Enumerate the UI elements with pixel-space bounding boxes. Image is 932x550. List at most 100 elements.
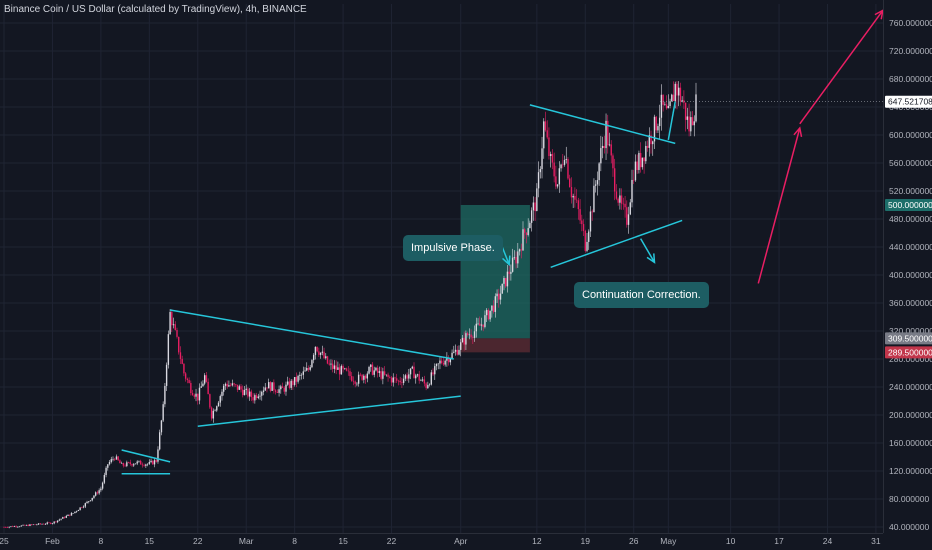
candle-body <box>307 368 310 370</box>
candle-body <box>157 449 159 462</box>
x-tick-label: 19 <box>581 536 591 546</box>
trendline[interactable] <box>667 101 676 141</box>
arrow-head[interactable] <box>793 126 803 137</box>
trendline[interactable] <box>550 219 683 269</box>
candle-body <box>652 141 654 145</box>
candle-body <box>89 500 92 502</box>
trendline[interactable] <box>121 449 171 463</box>
candle-body <box>141 464 144 466</box>
candle-body <box>22 524 24 526</box>
trendline[interactable] <box>197 395 461 427</box>
candle-body <box>686 116 689 120</box>
candle-body <box>513 257 516 258</box>
candle-body <box>574 195 576 200</box>
drawings[interactable] <box>121 9 884 475</box>
candle-body <box>653 116 656 142</box>
candle-body <box>67 514 69 516</box>
candle-body <box>532 202 535 211</box>
candle-body <box>598 163 600 181</box>
candle-body <box>58 519 61 521</box>
candle-body <box>527 228 529 235</box>
candle-body <box>610 144 612 156</box>
candle-body <box>345 368 348 371</box>
candle-body <box>674 83 676 102</box>
candle-body <box>356 383 358 385</box>
candle-body <box>221 391 223 397</box>
candle-body <box>541 148 543 170</box>
candle-body <box>115 456 118 460</box>
arrow-line[interactable] <box>639 238 656 263</box>
candle-body <box>205 375 208 382</box>
candle-body <box>155 460 157 462</box>
candle-body <box>98 490 100 494</box>
candle-body <box>684 102 687 120</box>
arrow-line[interactable] <box>757 127 801 284</box>
candle-body <box>48 522 50 524</box>
candle-body <box>402 378 405 383</box>
candle-body <box>671 94 673 102</box>
candle-body <box>342 365 344 369</box>
candle-body <box>498 293 500 300</box>
candle-body <box>480 324 483 326</box>
candle-body <box>577 200 580 210</box>
candle-body <box>434 366 436 375</box>
impulsive-phase-callout[interactable]: Impulsive Phase. <box>403 235 503 261</box>
candle-body <box>427 385 429 389</box>
candle-body <box>77 509 80 512</box>
trendline[interactable] <box>529 104 676 145</box>
candle-body <box>411 366 413 369</box>
arrow-head[interactable] <box>874 9 884 20</box>
candle-body <box>326 356 329 364</box>
candle-body <box>351 376 353 381</box>
arrow-head[interactable] <box>502 255 511 267</box>
candle-body <box>645 145 647 162</box>
y-tick-label: 760.000000 <box>889 18 932 28</box>
candle-body <box>404 375 407 379</box>
candle-body <box>579 209 581 221</box>
candle-body <box>271 382 273 391</box>
candle-body <box>615 191 618 199</box>
candle-body <box>375 367 377 371</box>
candle-body <box>112 459 114 460</box>
candle-body <box>537 172 540 189</box>
candle-body <box>228 385 230 387</box>
candle-body <box>518 249 521 252</box>
arrow-line[interactable] <box>799 9 884 125</box>
candle-body <box>349 371 351 377</box>
x-tick-label: 15 <box>338 536 348 546</box>
candle-body <box>340 365 343 375</box>
candle-body <box>108 461 111 465</box>
candle-body <box>51 523 54 524</box>
candle-body <box>603 145 606 149</box>
candle-body <box>565 158 567 160</box>
candle-body <box>193 395 195 397</box>
y-tick-label: 400.000000 <box>889 270 932 280</box>
candle-body <box>164 385 166 405</box>
candle-body <box>105 467 107 475</box>
impulse-target-box <box>460 205 530 339</box>
x-tick-label: 26 <box>629 536 639 546</box>
candle-body <box>145 464 147 466</box>
arrow-head[interactable] <box>646 253 656 264</box>
candle-body <box>589 211 592 232</box>
arrow-line[interactable] <box>501 246 510 265</box>
candle-body <box>560 164 562 169</box>
candle-body <box>312 354 315 361</box>
candle-body <box>210 407 213 419</box>
candle-body <box>280 386 282 390</box>
candle-body <box>242 389 244 396</box>
trendline[interactable] <box>169 309 454 360</box>
candle-body <box>473 331 476 338</box>
continuation-correction-callout[interactable]: Continuation Correction. <box>574 282 709 308</box>
candle-body <box>658 117 661 127</box>
candle-body <box>385 374 388 376</box>
candle-body <box>466 333 469 336</box>
candle-body <box>332 363 334 369</box>
candle-body <box>508 271 510 274</box>
candle-body <box>636 161 638 171</box>
candle-body <box>389 376 391 378</box>
candle-body <box>124 465 126 467</box>
candle-body <box>454 349 457 352</box>
